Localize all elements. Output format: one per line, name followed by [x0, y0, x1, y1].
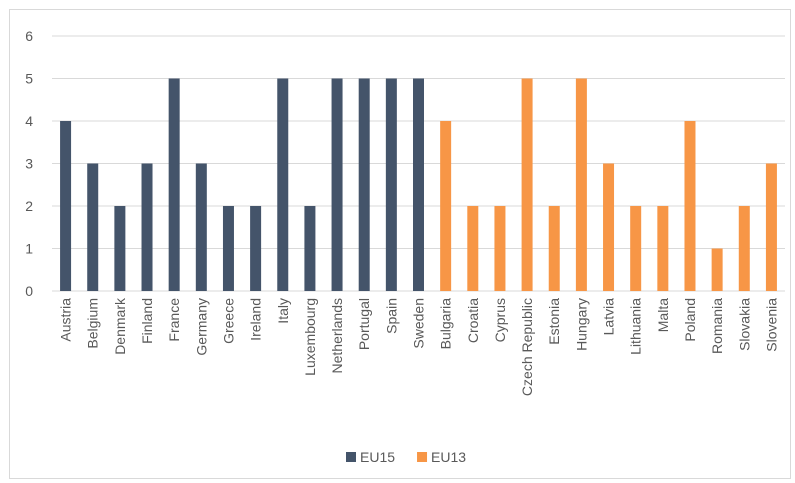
bar — [738, 206, 750, 291]
y-tick-label: 5 — [25, 71, 33, 87]
x-tick-label: Sweden — [411, 298, 427, 349]
bar — [521, 78, 533, 291]
bar — [765, 163, 777, 291]
x-tick-label: Italy — [275, 298, 291, 324]
bar — [277, 78, 289, 291]
bar — [250, 206, 262, 291]
x-tick-label: Slovenia — [763, 298, 779, 352]
bar — [440, 121, 452, 291]
bar — [168, 78, 180, 291]
x-tick-label: Malta — [655, 298, 671, 332]
bar — [603, 163, 615, 291]
legend-label: EU15 — [360, 449, 395, 465]
bar — [385, 78, 397, 291]
y-tick-label: 3 — [25, 156, 33, 172]
x-tick-label: France — [166, 298, 182, 342]
y-tick-label: 0 — [25, 283, 33, 299]
bar — [195, 163, 207, 291]
bar — [575, 78, 587, 291]
x-tick-label: Lithuania — [628, 298, 644, 355]
bar — [141, 163, 153, 291]
legend-swatch — [346, 452, 356, 462]
x-tick-label: Finland — [139, 298, 155, 344]
legend-label: EU13 — [431, 449, 466, 465]
x-tick-label: Denmark — [112, 297, 128, 355]
x-tick-label: Austria — [58, 298, 74, 342]
y-tick-label: 4 — [25, 113, 33, 129]
x-tick-label: Cyprus — [492, 298, 508, 342]
bar — [711, 248, 723, 291]
x-tick-label: Ireland — [248, 298, 264, 341]
bar — [331, 78, 343, 291]
x-tick-label: Belgium — [85, 298, 101, 349]
x-tick-label: Spain — [383, 298, 399, 334]
x-tick-label: Bulgaria — [438, 298, 454, 350]
x-tick-label: Netherlands — [329, 298, 345, 374]
bar — [222, 206, 234, 291]
x-tick-label: Portugal — [356, 298, 372, 350]
x-tick-label: Greece — [220, 298, 236, 344]
x-tick-label: Estonia — [546, 298, 562, 345]
chart-border — [9, 9, 791, 479]
x-tick-label: Poland — [682, 298, 698, 342]
y-tick-label: 1 — [25, 241, 33, 257]
bar — [114, 206, 126, 291]
bar — [630, 206, 642, 291]
bar — [467, 206, 479, 291]
bar — [548, 206, 560, 291]
bar — [494, 206, 506, 291]
x-tick-label: Czech Republic — [519, 298, 535, 396]
y-tick-label: 2 — [25, 198, 33, 214]
bar — [684, 121, 696, 291]
x-tick-label: Slovakia — [736, 298, 752, 351]
bar — [413, 78, 424, 291]
bar — [60, 121, 72, 291]
x-tick-label: Croatia — [465, 298, 481, 343]
legend-swatch — [417, 452, 428, 462]
x-tick-label: Germany — [193, 298, 209, 356]
y-tick-label: 6 — [25, 28, 33, 44]
bar — [87, 163, 99, 291]
x-tick-label: Latvia — [601, 298, 617, 336]
x-tick-label: Hungary — [573, 298, 589, 351]
bar — [657, 206, 669, 291]
bar — [358, 78, 370, 291]
x-tick-label: Romania — [709, 298, 725, 354]
x-tick-label: Luxembourg — [302, 298, 318, 376]
bar — [304, 206, 316, 291]
